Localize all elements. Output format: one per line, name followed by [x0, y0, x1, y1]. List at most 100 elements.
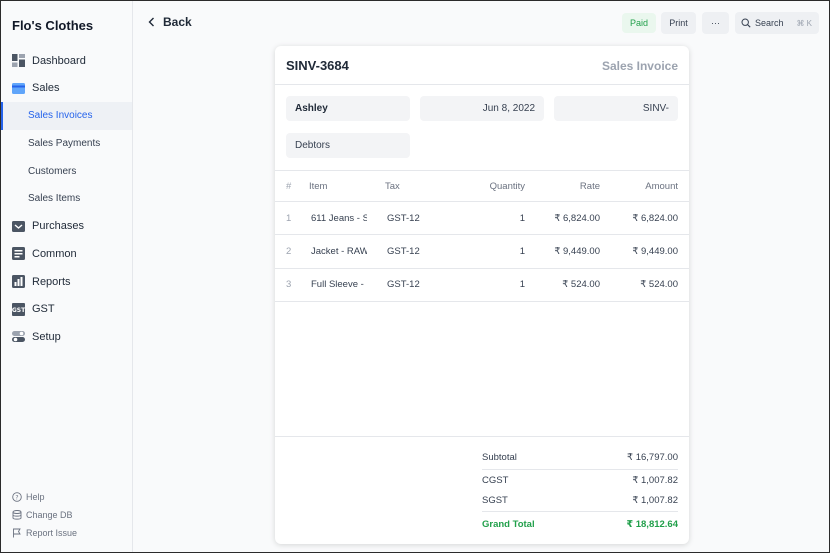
sidebar-item-sales-invoices[interactable]: Sales Invoices: [1, 102, 132, 130]
chevron-left-icon: [147, 16, 157, 28]
sidebar-footer: ? Help Change DB Report Issue: [12, 488, 77, 542]
sidebar-item-label: Purchases: [32, 220, 84, 233]
sidebar-item-dashboard[interactable]: Dashboard: [1, 47, 132, 75]
sidebar-item-label: Sales: [32, 82, 60, 95]
sidebar-item-customers[interactable]: Customers: [1, 157, 132, 185]
sidebar-item-gst[interactable]: GST GST: [1, 295, 132, 323]
purchases-icon: [12, 220, 25, 233]
sidebar-item-sales-items[interactable]: Sales Items: [1, 185, 132, 213]
invoice-card: SINV-3684 Sales Invoice Ashley Jun 8, 20…: [275, 46, 689, 544]
database-icon: [12, 510, 22, 520]
change-db-link[interactable]: Change DB: [12, 506, 77, 524]
grand-total-label: Grand Total: [482, 519, 535, 530]
invoice-header: SINV-3684 Sales Invoice: [275, 46, 689, 85]
sidebar-item-reports[interactable]: Reports: [1, 268, 132, 296]
help-label: Help: [26, 492, 45, 502]
svg-text:GST: GST: [12, 307, 25, 314]
column-header-tax: Tax: [385, 180, 400, 192]
sidebar-item-label: Common: [32, 247, 77, 260]
rate-cell[interactable]: ₹ 9,449.00: [554, 245, 600, 257]
change-db-label: Change DB: [26, 510, 73, 520]
subtotal-label: Subtotal: [482, 452, 517, 463]
sidebar-item-label: Sales Payments: [28, 138, 101, 150]
help-link[interactable]: ? Help: [12, 488, 77, 506]
sgst-row: SGST ₹ 1,007.82: [482, 490, 678, 512]
cgst-value: ₹ 1,007.82: [632, 475, 678, 486]
grand-total-value: ₹ 18,812.64: [626, 519, 678, 530]
party-field[interactable]: Ashley: [286, 96, 410, 121]
amount-cell: ₹ 524.00: [640, 279, 678, 291]
tax-cell[interactable]: GST-12: [387, 245, 420, 257]
table-row[interactable]: 2 Jacket - RAW GST-12 1 ₹ 9,449.00 ₹ 9,4…: [275, 235, 689, 269]
cgst-label: CGST: [482, 475, 509, 486]
app-title: Flo's Clothes: [12, 18, 94, 33]
item-cell[interactable]: 611 Jeans - S: [311, 212, 367, 224]
sidebar-item-label: Setup: [32, 330, 61, 343]
print-button[interactable]: Print: [661, 12, 696, 34]
search-button[interactable]: Search ⌘ K: [735, 12, 819, 34]
column-header-amount: Amount: [645, 180, 678, 192]
sidebar-item-setup[interactable]: Setup: [1, 323, 132, 351]
reports-icon: [12, 275, 25, 289]
row-index: 3: [286, 279, 292, 291]
date-field[interactable]: Jun 8, 2022: [420, 96, 544, 121]
rate-cell[interactable]: ₹ 524.00: [562, 279, 600, 291]
row-index: 2: [286, 245, 292, 257]
table-row[interactable]: 1 611 Jeans - S GST-12 1 ₹ 6,824.00 ₹ 6,…: [275, 202, 689, 236]
status-badge: Paid: [622, 13, 657, 33]
report-issue-label: Report Issue: [26, 528, 78, 538]
flag-icon: [12, 528, 22, 538]
sidebar: Flo's Clothes Dashboard Sales Sales Invo…: [1, 1, 133, 552]
sidebar-item-label: Dashboard: [32, 54, 86, 67]
table-header: # Item Tax Quantity Rate Amount: [275, 170, 689, 202]
column-header-idx: #: [286, 180, 292, 192]
sidebar-item-label: Sales Items: [28, 193, 81, 205]
items-table: # Item Tax Quantity Rate Amount 1 611 Je…: [275, 170, 689, 302]
svg-text:?: ?: [15, 494, 18, 501]
sidebar-item-label: GST: [32, 303, 55, 316]
search-label: Search: [755, 18, 784, 28]
reference-field[interactable]: SINV-: [554, 96, 678, 121]
invoice-type: Sales Invoice: [601, 59, 678, 73]
quantity-cell[interactable]: 1: [519, 212, 525, 224]
sidebar-item-sales[interactable]: Sales: [1, 75, 132, 103]
sidebar-nav: Dashboard Sales Sales Invoices Sales Pay…: [1, 47, 132, 351]
topbar: Back Paid Print ··· Search ⌘ K: [133, 1, 829, 45]
sgst-label: SGST: [482, 495, 508, 506]
grand-total-row: Grand Total ₹ 18,812.64: [482, 515, 678, 534]
amount-cell: ₹ 6,824.00: [632, 212, 678, 224]
sidebar-item-label: Reports: [32, 275, 71, 288]
gst-icon: GST: [12, 302, 25, 316]
more-options-button[interactable]: ···: [702, 12, 729, 34]
column-header-item: Item: [309, 180, 328, 192]
common-icon: [12, 247, 25, 261]
toggle-icon: [12, 330, 25, 343]
amount-cell: ₹ 9,449.00: [632, 245, 678, 257]
sidebar-item-common[interactable]: Common: [1, 240, 132, 268]
item-cell[interactable]: Jacket - RAW: [311, 245, 367, 257]
main-content: Back Paid Print ··· Search ⌘ K SINV-3684…: [133, 1, 829, 552]
totals-section: Subtotal ₹ 16,797.00 CGST ₹ 1,007.82 SGS…: [275, 436, 689, 544]
item-cell[interactable]: Full Sleeve -: [311, 279, 364, 291]
table-row[interactable]: 3 Full Sleeve - GST-12 1 ₹ 524.00 ₹ 524.…: [275, 269, 689, 302]
quantity-cell[interactable]: 1: [519, 279, 525, 291]
back-button[interactable]: Back: [147, 15, 192, 29]
back-label: Back: [163, 15, 192, 29]
dashboard-icon: [12, 54, 25, 68]
column-header-quantity: Quantity: [489, 180, 525, 192]
row-index: 1: [286, 212, 292, 224]
report-issue-link[interactable]: Report Issue: [12, 524, 77, 542]
sidebar-item-sales-payments[interactable]: Sales Payments: [1, 130, 132, 158]
sgst-value: ₹ 1,007.82: [632, 495, 678, 506]
tax-cell[interactable]: GST-12: [387, 279, 420, 291]
column-header-rate: Rate: [579, 180, 600, 192]
sidebar-item-label: Customers: [28, 165, 77, 177]
quantity-cell[interactable]: 1: [519, 245, 525, 257]
sidebar-item-label: Sales Invoices: [28, 110, 93, 122]
rate-cell[interactable]: ₹ 6,824.00: [554, 212, 600, 224]
sales-icon: [12, 82, 25, 95]
sidebar-item-purchases[interactable]: Purchases: [1, 213, 132, 241]
account-field[interactable]: Debtors: [286, 133, 410, 158]
tax-cell[interactable]: GST-12: [387, 212, 420, 224]
